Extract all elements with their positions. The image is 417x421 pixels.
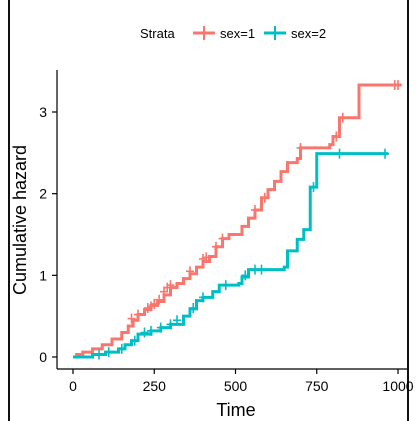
censor-mark-s1-16	[296, 142, 305, 153]
censor-mark-s2-15	[309, 182, 318, 193]
x-tick-label-1: 250	[143, 378, 167, 394]
censor-mark-s1-15	[260, 192, 269, 203]
legend: Strata sex=1 sex=2	[140, 26, 326, 41]
x-tick-label-2: 500	[224, 378, 248, 394]
y-tick-label-0: 0	[39, 349, 47, 365]
censor-mark-s2-16	[335, 148, 344, 159]
censor-mark-s2-12	[241, 270, 250, 281]
censor-mark-s2-17	[381, 148, 389, 159]
censor-mark-s2-11	[221, 280, 230, 291]
censor-mark-s1-20	[394, 80, 402, 91]
x-tick-label-0: 0	[69, 378, 77, 394]
censor-mark-s1-17	[332, 131, 341, 142]
y-axis-ticks: 0 1 2 3	[39, 104, 57, 365]
censor-mark-s2-1	[104, 347, 113, 358]
censor-mark-s1-18	[338, 112, 347, 123]
y-axis-title: Cumulative hazard	[10, 145, 30, 295]
x-axis-title: Time	[216, 400, 255, 420]
censor-mark-s2-14	[257, 264, 266, 275]
right-border-line	[407, 0, 409, 421]
y-tick-label-3: 3	[39, 104, 47, 120]
censor-mark-s1-0	[127, 313, 136, 324]
censor-mark-s2-8	[173, 315, 181, 326]
censor-mark-s1-9	[186, 266, 194, 277]
x-tick-label-4: 1000	[382, 378, 413, 394]
censor-mark-s2-4	[140, 327, 149, 338]
legend-title: Strata	[140, 26, 175, 41]
y-tick-label-1: 1	[39, 267, 47, 283]
censor-mark-s1-5	[155, 294, 164, 305]
censor-mark-s1-8	[166, 280, 175, 291]
y-tick-label-2: 2	[39, 186, 47, 202]
censor-mark-s2-5	[147, 325, 155, 336]
censor-mark-s2-0	[95, 349, 103, 360]
censor-mark-s2-7	[166, 319, 175, 330]
censor-mark-s2-6	[156, 322, 165, 333]
legend-label-series-1: sex=1	[220, 26, 255, 41]
series-line-2	[73, 152, 389, 359]
series-layer	[73, 80, 402, 360]
series-line-1	[73, 83, 402, 359]
censor-mark-s1-4	[150, 298, 159, 309]
censor-mark-s2-10	[199, 292, 207, 303]
x-axis-ticks: 0 250 500 750 1000	[69, 369, 414, 394]
left-border-line	[8, 0, 10, 421]
x-tick-label-3: 750	[305, 378, 329, 394]
censor-mark-s1-11	[202, 252, 211, 263]
censor-mark-s1-12	[212, 241, 220, 252]
legend-label-series-2: sex=2	[291, 26, 326, 41]
censor-mark-s2-3	[130, 335, 139, 346]
censor-mark-s1-1	[134, 309, 142, 320]
censor-mark-s1-14	[251, 205, 259, 215]
censor-mark-s2-2	[117, 343, 126, 354]
censor-mark-s2-9	[189, 303, 198, 313]
censor-mark-s1-13	[218, 233, 227, 244]
